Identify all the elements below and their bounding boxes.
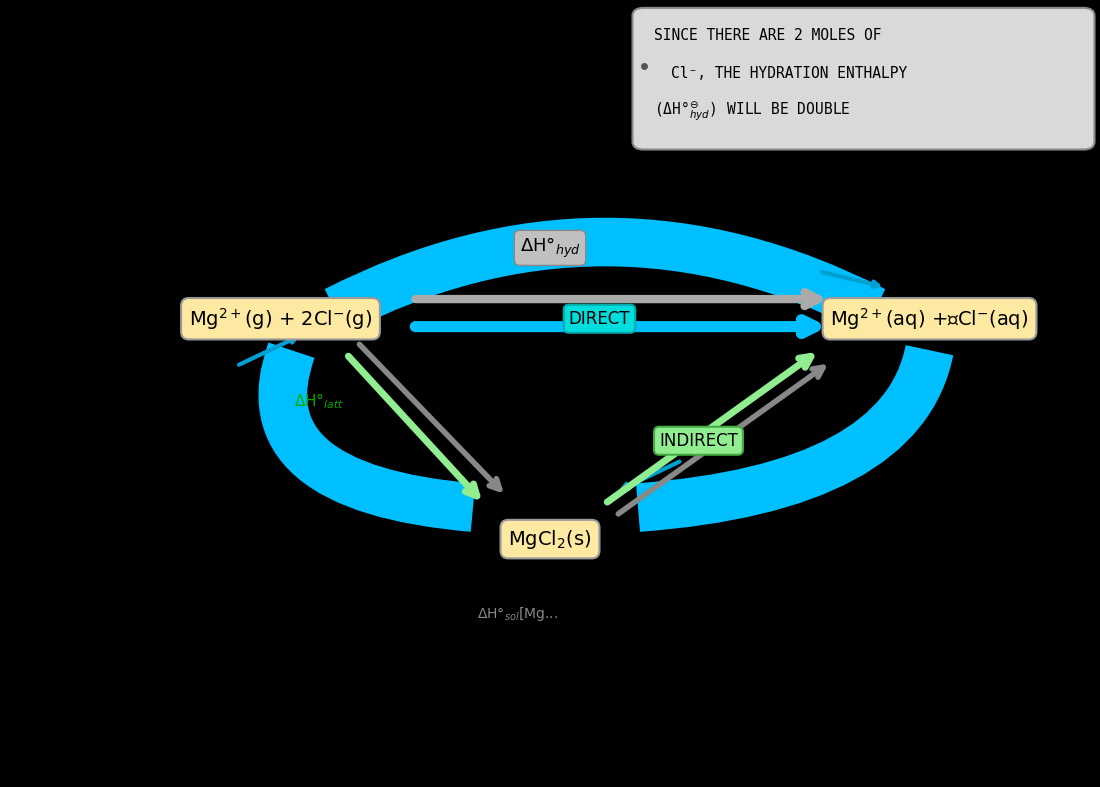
Text: Mg$^{2+}$(g) + 2Cl$^{-}$(g): Mg$^{2+}$(g) + 2Cl$^{-}$(g): [189, 306, 372, 331]
Text: INDIRECT: INDIRECT: [659, 432, 738, 449]
FancyBboxPatch shape: [632, 8, 1094, 150]
Text: MgCl$_2$(s): MgCl$_2$(s): [508, 527, 592, 551]
Text: ΔH°$_{hyd}$: ΔH°$_{hyd}$: [519, 236, 581, 260]
Text: SINCE THERE ARE 2 MOLES OF: SINCE THERE ARE 2 MOLES OF: [654, 28, 882, 43]
Text: DIRECT: DIRECT: [569, 310, 630, 327]
Text: ΔH°$_{latt}$: ΔH°$_{latt}$: [294, 391, 344, 412]
Text: (ΔH°$^{\ominus}_{hyd}$) WILL BE DOUBLE: (ΔH°$^{\ominus}_{hyd}$) WILL BE DOUBLE: [654, 99, 851, 123]
Text: Cl⁻, THE HYDRATION ENTHALPY: Cl⁻, THE HYDRATION ENTHALPY: [671, 65, 908, 81]
Text: ΔH°$_{sol}$[Mg...: ΔH°$_{sol}$[Mg...: [476, 605, 558, 623]
Text: Mg$^{2+}$(aq) +ⓂCl$^{-}$(aq): Mg$^{2+}$(aq) +ⓂCl$^{-}$(aq): [830, 306, 1028, 331]
